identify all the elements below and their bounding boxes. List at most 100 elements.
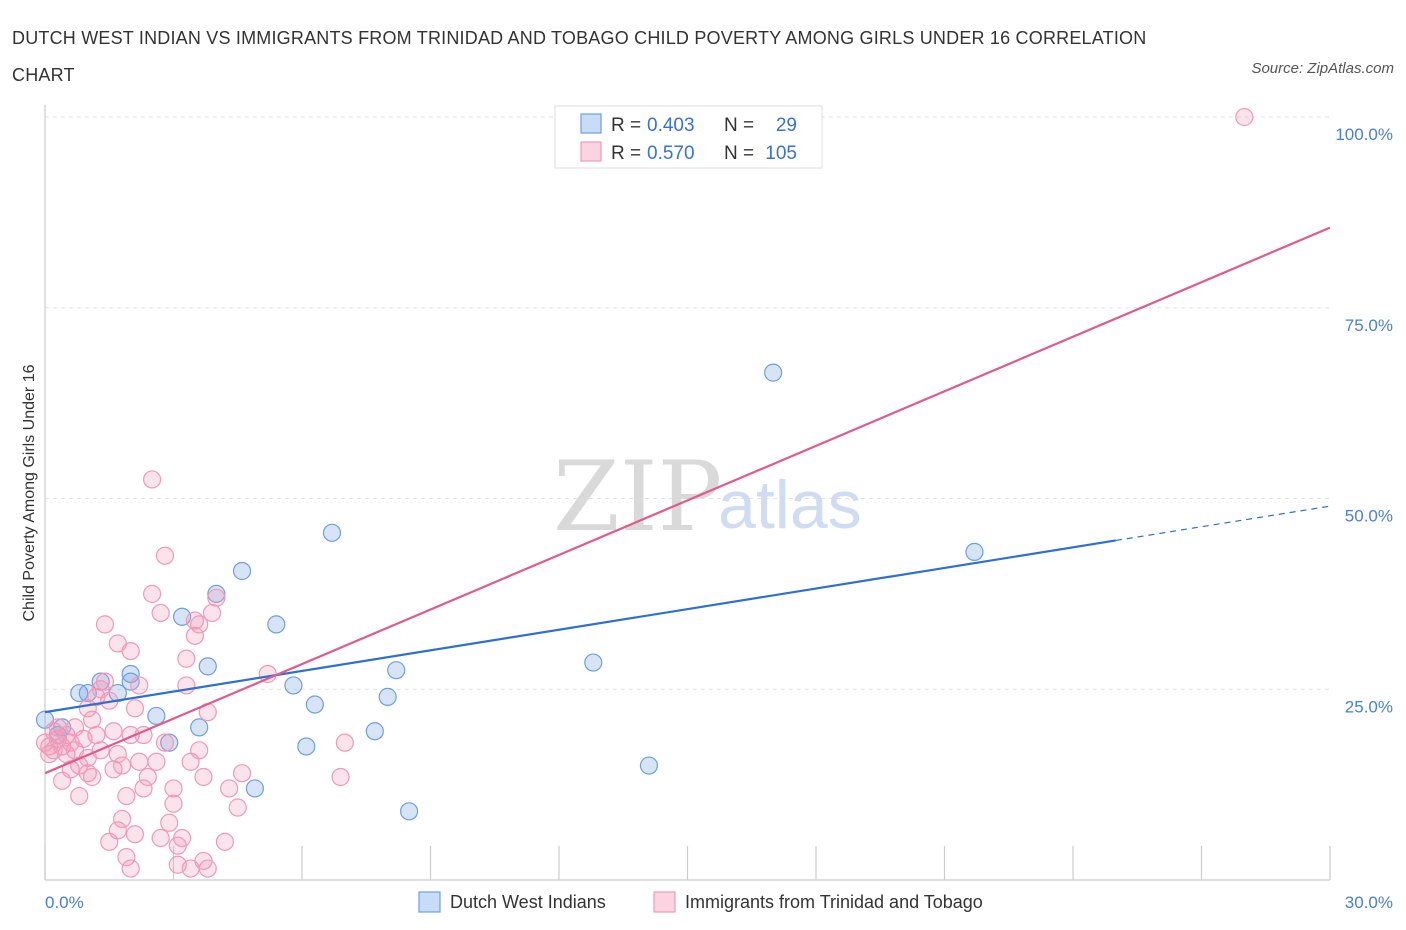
data-point [70, 786, 89, 806]
data-point [245, 779, 264, 798]
y-tick-label-50: 50.0% [1345, 507, 1393, 526]
data-point [305, 695, 324, 714]
data-point [284, 676, 303, 695]
data-point [112, 756, 132, 775]
data-point [190, 718, 209, 737]
data-point [177, 649, 196, 668]
watermark: ZIP atlas [553, 441, 862, 553]
data-point [95, 672, 115, 691]
data-point [138, 767, 157, 787]
data-point [104, 722, 123, 741]
x-tick-label-max: 30.0% [1345, 893, 1393, 912]
data-point [322, 523, 342, 542]
chart-source: Source: ZipAtlas.com [1251, 60, 1394, 77]
data-point [164, 794, 183, 813]
data-point [87, 725, 106, 745]
data-point [155, 733, 175, 752]
series-legend: Dutch West Indians Immigrants from Trini… [418, 891, 983, 913]
data-point [267, 615, 286, 634]
data-point [83, 710, 102, 729]
data-point [125, 825, 145, 844]
trend-line-blue-extension [1115, 505, 1331, 542]
data-point [121, 641, 140, 661]
data-point [399, 802, 419, 821]
watermark-atlas: atlas [718, 467, 862, 543]
data-point [121, 672, 140, 691]
series-legend-swatch-blue [418, 891, 441, 913]
legend-r-label-2: R = [611, 143, 641, 164]
data-point [121, 859, 140, 878]
series-legend-swatch-pink [653, 891, 676, 913]
data-point [207, 584, 226, 603]
data-point [117, 786, 136, 806]
data-point [365, 722, 384, 741]
correlation-legend: R = 0.403 N = 29 R = 0.570 N = 105 [554, 105, 823, 169]
y-tick-label-100: 100.0% [1335, 125, 1393, 144]
data-point [965, 542, 984, 562]
data-point [215, 832, 234, 851]
chart-title: DUTCH WEST INDIAN VS IMMIGRANTS FROM TRI… [12, 28, 1147, 85]
data-point [228, 798, 247, 817]
data-point [185, 626, 205, 645]
series-dutch-west-indians-points [35, 363, 984, 821]
data-point [147, 706, 166, 726]
data-point [258, 664, 277, 684]
x-tick-label-min: 0.0% [45, 893, 84, 912]
gridlines [45, 116, 1330, 690]
legend-n-label-1: N = [724, 115, 754, 136]
legend-n-value-1: 29 [776, 115, 797, 136]
legend-r-label-1: R = [611, 115, 641, 136]
data-point [190, 615, 209, 634]
data-point [155, 546, 175, 565]
legend-r-value-1: 0.403 [647, 115, 695, 136]
data-point [387, 661, 406, 680]
data-point [160, 813, 179, 832]
y-tick-label-75: 75.0% [1345, 316, 1393, 335]
data-point [151, 828, 170, 848]
data-point [232, 764, 252, 783]
data-point [117, 848, 136, 867]
data-point [198, 859, 217, 878]
data-point [172, 828, 192, 848]
data-point [207, 588, 226, 607]
data-point [142, 470, 162, 489]
legend-swatch-pink [580, 141, 602, 162]
data-point [335, 733, 354, 752]
data-point [83, 767, 102, 787]
legend-r-value-2: 0.570 [647, 143, 695, 164]
data-point [164, 779, 183, 798]
legend-swatch-blue [580, 113, 602, 134]
legend-n-label-2: N = [724, 143, 754, 164]
trend-lines [44, 226, 1331, 775]
data-point [1235, 107, 1254, 127]
data-point [130, 676, 149, 695]
data-point [130, 752, 149, 771]
data-point [95, 615, 115, 634]
data-point [202, 603, 222, 623]
trend-line-pink [44, 226, 1331, 775]
data-point [108, 821, 127, 840]
trend-line-blue [44, 539, 1117, 714]
series-legend-label-pink: Immigrants from Trinidad and Tobago [685, 892, 983, 912]
data-point [297, 737, 316, 756]
data-point [108, 745, 127, 764]
data-point [151, 603, 170, 623]
data-point [198, 657, 217, 676]
data-point [160, 733, 179, 752]
data-point [232, 561, 252, 581]
y-tick-labels: 25.0% 50.0% 75.0% 100.0% [1335, 125, 1393, 716]
data-point [112, 809, 132, 829]
data-point [142, 584, 162, 603]
data-point [134, 779, 153, 798]
data-point [584, 653, 603, 672]
data-point [125, 699, 145, 718]
data-point [764, 363, 783, 382]
y-tick-label-25: 25.0% [1345, 697, 1393, 716]
y-axis-title: Child Poverty Among Girls Under 16 [21, 364, 38, 621]
data-point [378, 687, 397, 706]
data-point [147, 752, 166, 771]
data-point [331, 767, 350, 787]
data-point [639, 756, 659, 775]
legend-n-value-2: 105 [765, 143, 797, 164]
